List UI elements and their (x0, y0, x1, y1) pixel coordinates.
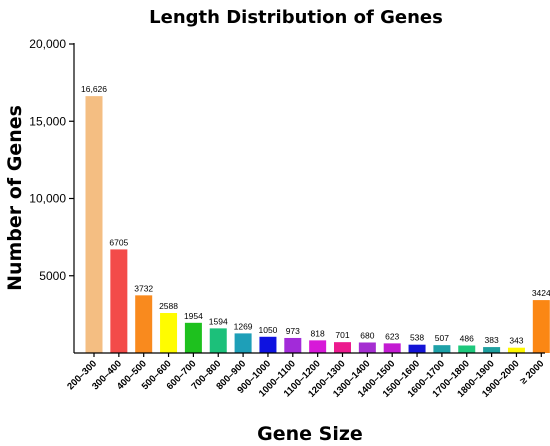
bar-11 (334, 342, 351, 353)
data-label-13: 623 (385, 331, 399, 341)
data-label-12: 680 (360, 330, 374, 340)
bar-17 (483, 347, 501, 353)
x-tick-label-19: ≥ 2000 (518, 358, 546, 386)
bar-18 (507, 347, 525, 353)
data-label-8: 1050 (258, 325, 277, 335)
data-label-7: 1269 (234, 321, 253, 331)
bar-9 (284, 337, 302, 353)
data-label-9: 973 (286, 326, 300, 336)
data-label-4: 2588 (159, 301, 178, 311)
y-tick-label-2: 10,000 (29, 192, 66, 206)
bar-12 (358, 342, 376, 353)
bar-3 (135, 295, 153, 353)
bar-19 (532, 300, 550, 353)
bars-group: 16,626 6705 3732 2588 1954 1594 1269 1050 973 818… (81, 84, 550, 353)
chart-title: Length Distribution of Genes (149, 7, 443, 28)
x-axis-label: Gene Size (257, 423, 363, 445)
bar-8 (259, 336, 277, 353)
bar-15 (433, 345, 451, 353)
bar-2 (110, 249, 128, 353)
bar-1 (85, 96, 103, 353)
bar-10 (309, 340, 327, 353)
bar-14 (408, 344, 426, 353)
data-label-5: 1954 (184, 311, 203, 321)
data-label-14: 538 (410, 333, 424, 343)
data-label-1: 16,626 (81, 84, 107, 94)
bar-7 (234, 333, 252, 353)
bar-6 (209, 328, 227, 353)
data-label-2: 6705 (109, 237, 128, 247)
data-label-17: 383 (485, 335, 499, 345)
bar-13 (383, 343, 401, 353)
x-axis: 200–300300–400400–500500–600600–700700–8… (65, 352, 546, 400)
data-label-16: 486 (460, 333, 474, 343)
y-tick-label-3: 15,000 (29, 114, 66, 128)
y-axis: 5000 10,000 15,000 20,000 (29, 37, 75, 353)
data-label-11: 701 (335, 330, 349, 340)
bar-4 (160, 313, 178, 353)
bar-5 (184, 322, 202, 353)
data-label-15: 507 (435, 333, 449, 343)
data-label-19: 3424 (532, 288, 550, 298)
bar-16 (458, 345, 476, 353)
y-axis-label: Number of Genes (4, 105, 26, 291)
y-tick-label-4: 20,000 (29, 37, 66, 51)
data-label-3: 3732 (134, 283, 153, 293)
y-tick-label-1: 5000 (39, 269, 66, 283)
data-label-6: 1594 (209, 316, 228, 326)
data-label-18: 343 (509, 336, 523, 346)
data-label-10: 818 (311, 328, 325, 338)
